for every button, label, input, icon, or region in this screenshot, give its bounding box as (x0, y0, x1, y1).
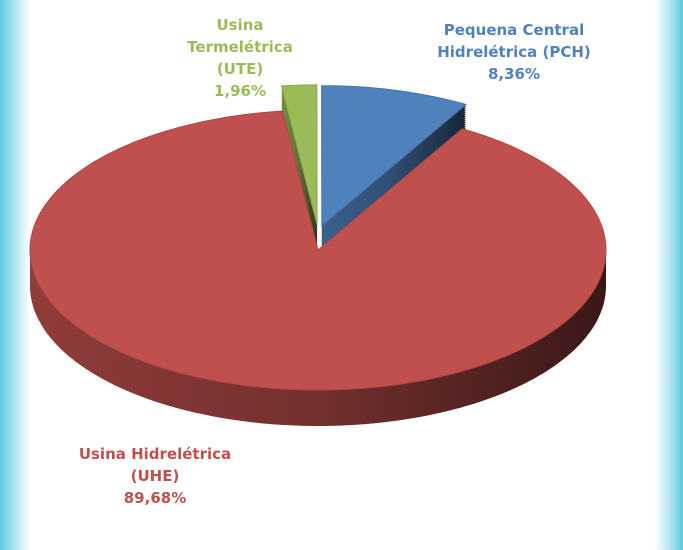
category-label: Usina Hidrelétrica (UHE) (78, 445, 232, 485)
slice-label: Usina Termelétrica (UTE) 1,96% (165, 14, 315, 102)
value-label: 89,68% (123, 489, 187, 507)
slice (280, 84, 318, 225)
slice-label: Pequena Central Hidrelétrica (PCH) 8,36% (418, 19, 610, 85)
value-label: 8,36% (487, 65, 541, 83)
slice (321, 85, 468, 227)
value-label: 1,96% (213, 82, 267, 100)
slice (29, 110, 607, 391)
category-label: Pequena Central Hidrelétrica (PCH) (437, 21, 591, 61)
category-label: Usina Termelétrica (UTE) (187, 16, 293, 78)
slice-label: Usina Hidrelétrica (UHE) 89,68% (60, 443, 250, 509)
